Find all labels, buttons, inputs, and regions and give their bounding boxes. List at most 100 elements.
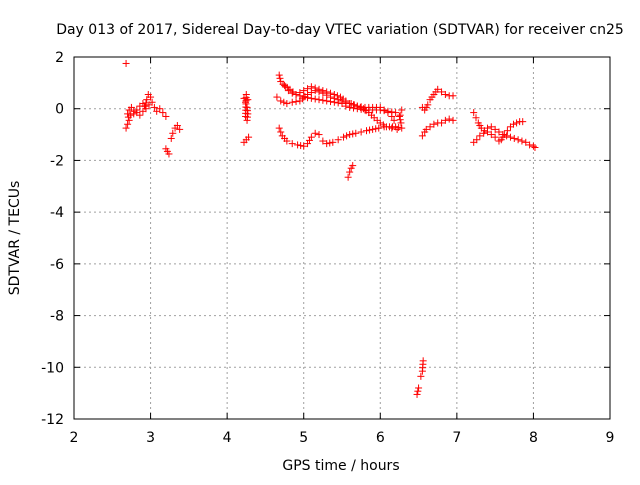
data-point bbox=[276, 74, 284, 82]
data-point bbox=[518, 137, 526, 145]
data-point bbox=[487, 131, 495, 139]
data-point bbox=[519, 118, 527, 126]
data-point bbox=[390, 116, 398, 124]
data-point bbox=[445, 115, 453, 123]
data-point bbox=[122, 124, 130, 132]
data-point bbox=[398, 106, 406, 114]
data-point bbox=[145, 101, 153, 109]
data-point bbox=[397, 119, 405, 127]
data-point bbox=[347, 100, 355, 108]
data-point bbox=[288, 98, 296, 106]
data-point bbox=[323, 88, 331, 96]
x-tick-label: 9 bbox=[606, 430, 615, 446]
data-point bbox=[319, 137, 327, 145]
data-point bbox=[343, 132, 351, 140]
data-point bbox=[326, 139, 334, 147]
data-point bbox=[349, 130, 357, 138]
data-point bbox=[414, 387, 422, 395]
data-point bbox=[244, 96, 252, 104]
data-point bbox=[124, 110, 132, 118]
data-point bbox=[304, 85, 312, 93]
data-point bbox=[491, 133, 499, 141]
data-point bbox=[277, 128, 285, 136]
data-point bbox=[434, 85, 442, 93]
data-point bbox=[522, 138, 530, 146]
data-point bbox=[483, 128, 491, 136]
data-point bbox=[319, 87, 327, 95]
x-tick-label: 5 bbox=[299, 430, 308, 446]
data-point bbox=[159, 109, 167, 117]
data-point bbox=[130, 110, 138, 118]
data-point bbox=[340, 133, 348, 141]
data-point bbox=[275, 124, 283, 132]
x-tick-label: 7 bbox=[452, 430, 461, 446]
data-point bbox=[147, 93, 155, 101]
data-point bbox=[424, 101, 432, 109]
data-point bbox=[426, 123, 434, 131]
data-point bbox=[495, 128, 503, 136]
data-point bbox=[176, 125, 184, 133]
data-point bbox=[531, 144, 539, 151]
data-point bbox=[396, 111, 404, 119]
x-tick-label: 3 bbox=[146, 430, 155, 446]
data-point bbox=[283, 137, 291, 145]
plot-frame bbox=[73, 56, 611, 420]
data-point bbox=[357, 128, 365, 136]
data-point-layer bbox=[122, 59, 539, 398]
data-point bbox=[353, 102, 361, 110]
data-point bbox=[124, 120, 132, 128]
data-point bbox=[311, 95, 319, 103]
data-point bbox=[143, 96, 151, 104]
data-point bbox=[307, 133, 315, 141]
data-point bbox=[438, 88, 446, 96]
data-point bbox=[395, 123, 403, 131]
data-point bbox=[277, 97, 285, 105]
data-point bbox=[156, 105, 164, 113]
data-point bbox=[500, 131, 508, 139]
y-tick-label: -2 bbox=[50, 153, 64, 169]
y-tick-label: -10 bbox=[41, 360, 64, 376]
data-point bbox=[305, 136, 313, 144]
data-point bbox=[292, 90, 300, 98]
data-point bbox=[311, 129, 319, 137]
data-point bbox=[526, 141, 534, 149]
data-point bbox=[273, 93, 281, 101]
data-point bbox=[413, 390, 421, 398]
data-point bbox=[369, 125, 377, 133]
data-point bbox=[133, 106, 141, 114]
x-tick-label: 4 bbox=[223, 430, 232, 446]
data-point bbox=[165, 150, 173, 158]
data-point bbox=[422, 125, 430, 133]
data-point bbox=[173, 122, 181, 130]
data-point bbox=[311, 84, 319, 92]
y-axis-title: SDTVAR / TECUs bbox=[7, 181, 23, 296]
data-point bbox=[395, 112, 403, 120]
data-point bbox=[380, 106, 388, 114]
data-point bbox=[300, 87, 308, 95]
data-point bbox=[280, 98, 288, 106]
data-point bbox=[330, 90, 338, 98]
data-point bbox=[372, 125, 380, 133]
data-point bbox=[349, 162, 357, 170]
data-point bbox=[333, 92, 341, 100]
y-tick-label: -8 bbox=[50, 309, 64, 325]
data-point bbox=[449, 92, 457, 100]
y-tick-label: 0 bbox=[55, 102, 64, 118]
data-point bbox=[441, 90, 449, 98]
data-point bbox=[275, 71, 283, 79]
data-point bbox=[510, 120, 518, 128]
x-tick-label: 2 bbox=[70, 430, 79, 446]
data-point bbox=[480, 129, 488, 137]
data-point bbox=[283, 100, 291, 108]
data-point bbox=[491, 125, 499, 133]
data-point bbox=[513, 119, 521, 127]
data-point bbox=[430, 120, 438, 128]
x-axis-title: GPS time / hours bbox=[282, 458, 399, 474]
data-point bbox=[344, 173, 352, 181]
data-point bbox=[472, 114, 480, 122]
data-point bbox=[366, 126, 374, 134]
data-point bbox=[476, 132, 484, 140]
data-point bbox=[315, 96, 323, 104]
